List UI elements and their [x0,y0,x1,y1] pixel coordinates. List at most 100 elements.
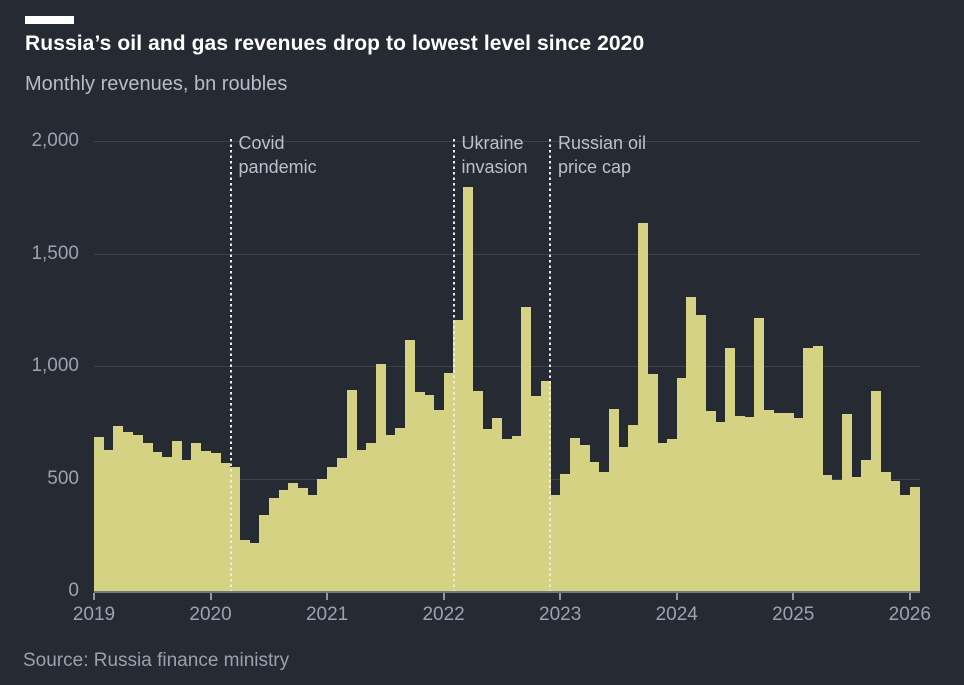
bar [851,477,862,591]
bar [239,539,250,591]
bar [171,440,182,591]
bar [637,223,648,591]
bar [375,364,386,591]
bar [725,347,736,591]
annotation-text-line: Russian oil [558,133,647,153]
bar [696,314,707,591]
bar [511,436,522,591]
x-axis-label: 2022 [422,604,465,625]
x-axis-label: 2024 [655,604,698,625]
x-axis-tick [209,593,212,600]
bar [900,494,911,591]
bar [385,435,396,591]
gridline-2,000 [94,141,920,142]
gridline-1,000 [94,366,920,367]
y-axis-label: 1,500 [31,242,79,264]
bar [395,428,406,591]
bar [103,449,114,591]
bar [249,542,260,591]
bar [841,413,852,591]
bar [880,471,891,591]
bar [822,475,833,591]
bar [210,453,221,591]
y-axis-label: 0 [68,580,79,601]
bar [647,373,658,591]
bar [657,443,668,591]
annotation-line-2020-03 [229,139,232,591]
bar [569,437,580,591]
bar [463,186,474,591]
annotation-text-line: price cap [558,157,632,177]
bar [501,439,512,591]
x-axis-label: 2025 [772,604,815,625]
bar [802,348,813,591]
bar [832,479,843,591]
annotation-text-line: Covid [238,133,285,153]
bar [94,436,105,591]
bar [764,410,775,591]
annotation-line-2022-12 [549,139,552,591]
chart-title: Russia’s oil and gas revenues drop to lo… [25,32,645,55]
x-axis-tick [559,593,562,600]
annotation-2022-02: Ukraine invasion [462,131,528,179]
x-axis-tick [442,593,445,600]
annotation-text-line: invasion [461,157,528,177]
bar [715,422,726,591]
bar [783,413,794,591]
x-axis-tick [792,593,795,600]
y-axis-label: 500 [47,467,79,489]
annotation-2022-12: Russian oil price cap [558,131,646,179]
bar [686,296,697,591]
source-note: Source: Russia finance ministry [23,650,290,671]
bar [521,307,532,591]
x-axis-tick [675,593,678,600]
bar [191,443,202,591]
bar [531,395,542,591]
x-axis-label: 2023 [539,604,582,625]
y-axis-label: 2,000 [31,130,79,151]
bar [220,463,231,591]
bar [793,417,804,591]
bar [356,449,367,591]
bar [443,373,454,591]
bar [676,378,687,591]
x-axis-label: 2021 [305,604,349,625]
bar [870,390,881,591]
bar [744,417,755,591]
bar [317,479,328,591]
annotation-2020-03: Covid pandemic [239,131,317,179]
chart-subtitle: Monthly revenues, bn roubles [25,73,288,95]
bar [705,411,716,591]
headline-marker-bar [25,16,74,24]
bar [297,487,308,591]
bar [414,391,425,591]
bar [259,514,270,591]
x-axis-label: 2020 [189,604,232,625]
bar [589,462,600,591]
bar [346,390,357,591]
bar [666,438,678,591]
bar [268,497,279,591]
bar [424,395,435,591]
bar [550,494,561,591]
bar [560,473,571,591]
bar [618,446,629,591]
bar [152,451,163,591]
bar [229,467,240,591]
bar [579,445,590,591]
bar [754,318,765,591]
bar [404,339,415,591]
bar [433,410,444,591]
bar [278,489,289,591]
x-axis-tick [908,593,911,600]
annotation-text-line: Ukraine [461,133,524,153]
gridline-1,500 [94,253,920,255]
bar [599,471,610,591]
bar [472,390,483,591]
bar [288,483,299,591]
annotation-line-2022-02 [452,139,455,591]
bar [773,413,784,591]
bar [482,429,493,591]
bar [812,346,823,591]
